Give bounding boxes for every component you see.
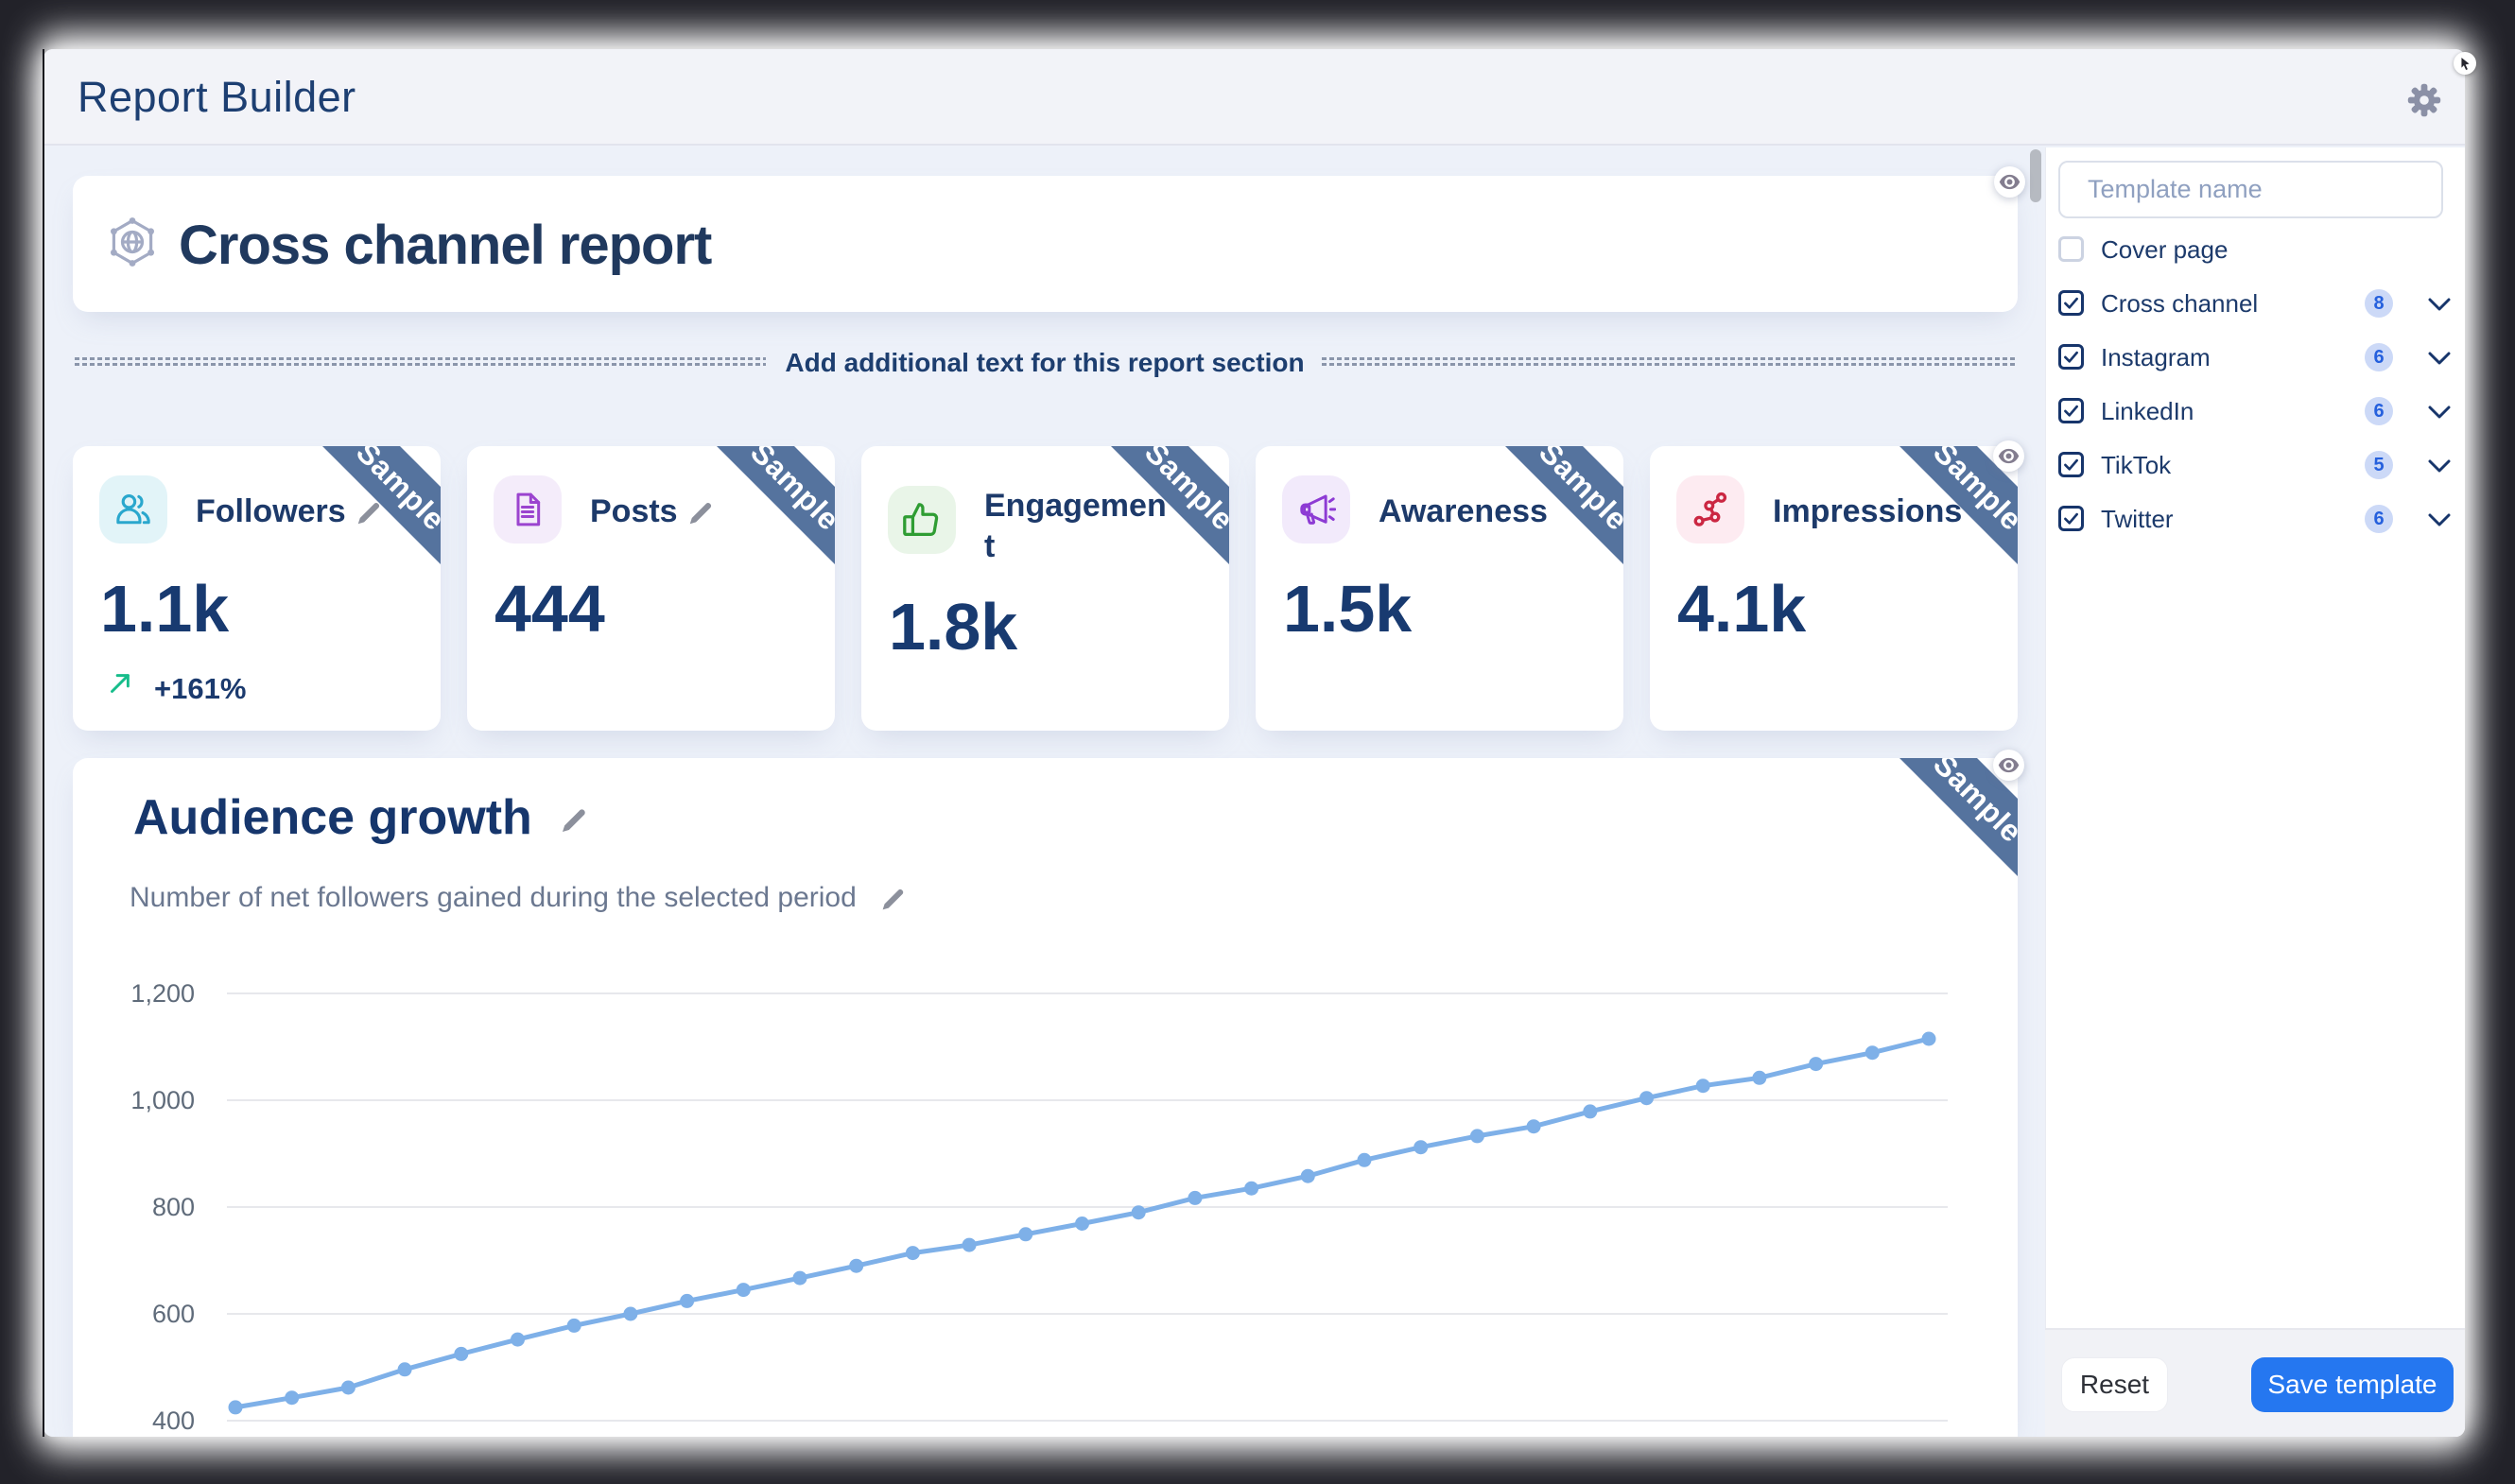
svg-text:1,000: 1,000 (130, 1086, 195, 1114)
svg-text:800: 800 (152, 1193, 195, 1221)
svg-text:400: 400 (152, 1406, 195, 1435)
svg-text:600: 600 (152, 1300, 195, 1328)
svg-text:1,200: 1,200 (130, 979, 195, 1008)
